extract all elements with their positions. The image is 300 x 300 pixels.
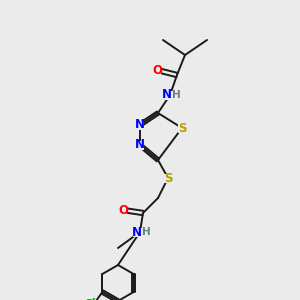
Text: S: S bbox=[164, 172, 172, 184]
FancyBboxPatch shape bbox=[163, 91, 179, 100]
Text: O: O bbox=[118, 203, 128, 217]
Text: H: H bbox=[172, 90, 180, 100]
FancyBboxPatch shape bbox=[136, 140, 144, 149]
Text: Cl: Cl bbox=[84, 298, 96, 300]
Text: O: O bbox=[152, 64, 162, 76]
Text: S: S bbox=[178, 122, 186, 134]
FancyBboxPatch shape bbox=[178, 124, 186, 133]
Text: H: H bbox=[142, 227, 150, 237]
Text: N: N bbox=[132, 226, 142, 238]
FancyBboxPatch shape bbox=[119, 206, 127, 214]
Text: N: N bbox=[135, 139, 145, 152]
FancyBboxPatch shape bbox=[164, 173, 172, 182]
FancyBboxPatch shape bbox=[153, 65, 161, 74]
FancyBboxPatch shape bbox=[133, 227, 149, 236]
FancyBboxPatch shape bbox=[136, 121, 144, 130]
Text: N: N bbox=[162, 88, 172, 101]
Text: N: N bbox=[135, 118, 145, 131]
